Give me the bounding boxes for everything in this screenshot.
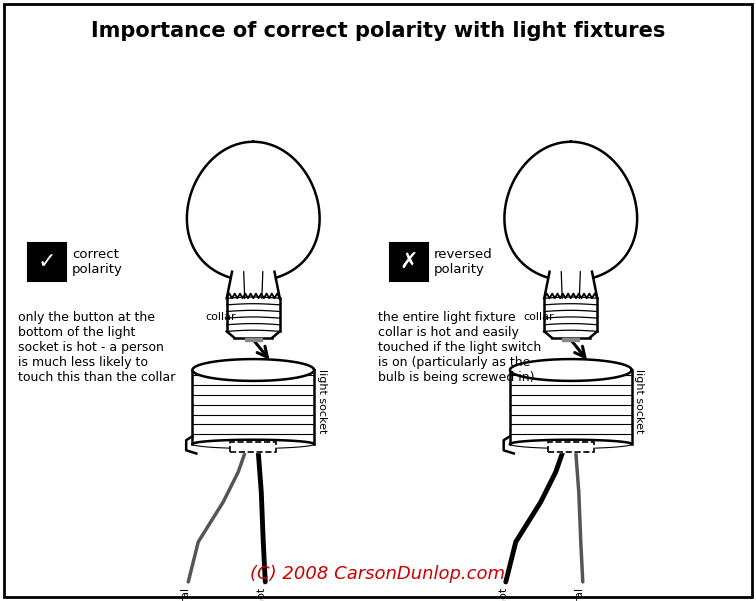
Polygon shape <box>510 359 631 381</box>
Text: hot: hot <box>256 587 266 601</box>
Text: correct
polarity: correct polarity <box>72 248 123 276</box>
Text: ✓: ✓ <box>38 252 56 272</box>
Text: Importance of correct polarity with light fixtures: Importance of correct polarity with ligh… <box>91 21 665 41</box>
Text: light socket: light socket <box>317 369 327 433</box>
Text: collar: collar <box>523 312 554 322</box>
Polygon shape <box>187 142 320 281</box>
Text: light socket: light socket <box>634 369 644 433</box>
Polygon shape <box>227 331 280 338</box>
Polygon shape <box>227 272 280 298</box>
Polygon shape <box>544 272 597 298</box>
Polygon shape <box>510 370 631 444</box>
FancyBboxPatch shape <box>230 442 277 452</box>
Polygon shape <box>230 442 277 452</box>
Text: ✗: ✗ <box>400 252 418 272</box>
FancyBboxPatch shape <box>547 442 594 452</box>
FancyBboxPatch shape <box>390 243 428 281</box>
Polygon shape <box>547 442 594 452</box>
Text: reversed
polarity: reversed polarity <box>434 248 493 276</box>
Polygon shape <box>227 298 280 331</box>
Text: neutral: neutral <box>574 587 584 601</box>
Polygon shape <box>544 331 597 338</box>
Polygon shape <box>245 338 262 341</box>
Text: hot: hot <box>497 587 508 601</box>
Polygon shape <box>193 370 314 444</box>
Text: (C) 2008 CarsonDunlop.com: (C) 2008 CarsonDunlop.com <box>250 565 506 583</box>
Polygon shape <box>510 440 631 448</box>
Text: neutral: neutral <box>180 587 191 601</box>
Polygon shape <box>544 298 597 331</box>
Text: collar: collar <box>206 312 237 322</box>
Polygon shape <box>193 359 314 381</box>
Polygon shape <box>562 338 579 341</box>
FancyBboxPatch shape <box>28 243 66 281</box>
Text: the entire light fixture
collar is hot and easily
touched if the light switch
is: the entire light fixture collar is hot a… <box>378 311 541 384</box>
Polygon shape <box>193 440 314 448</box>
Polygon shape <box>504 142 637 281</box>
Text: only the button at the
bottom of the light
socket is hot - a person
is much less: only the button at the bottom of the lig… <box>18 311 175 384</box>
